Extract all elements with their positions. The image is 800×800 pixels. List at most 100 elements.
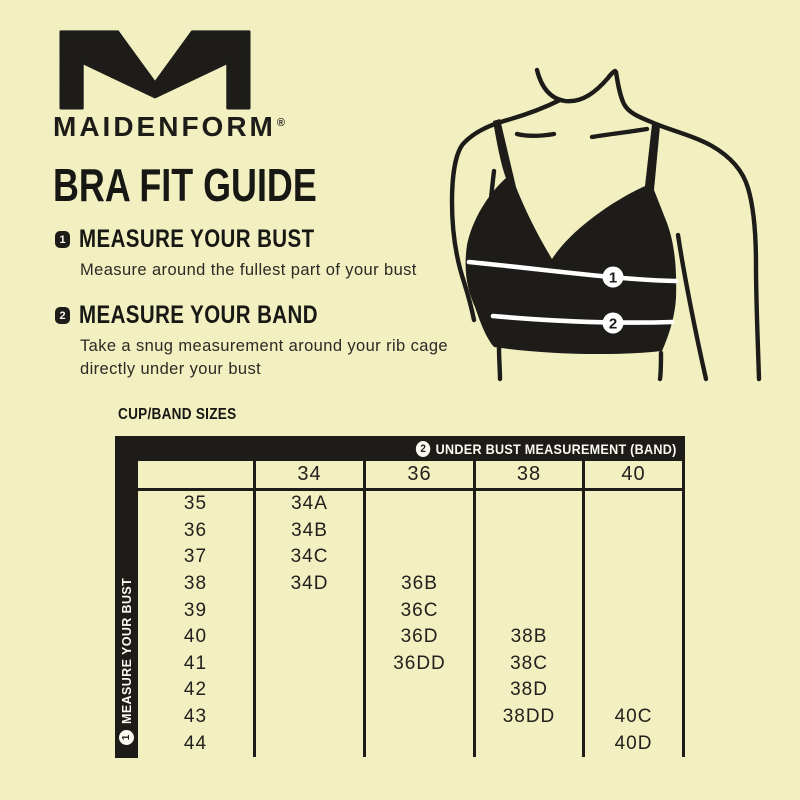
cup-size-cell: [253, 677, 363, 704]
cup-size-cell: 36DD: [363, 650, 473, 678]
cup-size-cell: [363, 677, 473, 704]
band-line-marker-number: 2: [609, 316, 617, 333]
brand-wordmark: MAIDENFORM®: [53, 111, 285, 143]
band-size-header-row: 34 36 38 40: [138, 461, 685, 491]
cup-size-cell: [473, 597, 582, 624]
size-row: 43 38DD 40C: [138, 703, 685, 731]
size-row: 37 34C: [138, 544, 685, 571]
band-size-column-header: 38: [473, 461, 582, 488]
left-shoulder-arm-outline: [449, 97, 563, 323]
cup-size-cell: 40D: [582, 730, 685, 757]
right-inner-arm-line: [675, 232, 709, 382]
cup-size-cell: [363, 517, 473, 545]
band-size-column-header: 36: [363, 461, 473, 488]
bust-size-cell: 44: [183, 732, 208, 754]
cup-size-cell: [582, 570, 685, 598]
page-title: BRA FIT GUIDE: [53, 159, 317, 211]
cup-size-cell: 38C: [473, 650, 582, 678]
cup-size-cell: [582, 677, 685, 704]
band-measure-line: [490, 313, 675, 325]
cup-size-cell: 34D: [253, 570, 363, 598]
left-collarbone-line: [514, 131, 557, 139]
registered-trademark-symbol: ®: [276, 116, 285, 129]
step-2-description: Take a snug measurement around your rib …: [80, 337, 448, 378]
size-row: 40 36D 38B: [138, 623, 685, 651]
size-chart-grid: 34 36 38 40 35 34A 36 34B 37 34C 38: [138, 461, 685, 757]
step-1-description: Measure around the fullest part of your …: [80, 261, 417, 279]
band-line-marker-circle: [602, 312, 624, 334]
band-axis-header-bar: 2 UNDER BUST MEASUREMENT (BAND): [115, 436, 685, 461]
cup-size-cell: [582, 491, 685, 518]
cup-size-cell: [253, 597, 363, 624]
cup-size-cell: [253, 623, 363, 651]
bust-size-cell: 36: [183, 519, 208, 541]
step-1-heading: MEASURE YOUR BUST: [79, 225, 315, 253]
bust-size-cell: 40: [183, 626, 208, 648]
cup-size-cell: [582, 650, 685, 678]
right-shoulder-arm-outline: [613, 69, 762, 382]
cup-size-cell: [363, 730, 473, 757]
cup-size-cell: 38B: [473, 623, 582, 651]
cup-size-cell: 34A: [253, 491, 363, 518]
bra-silhouette: [465, 119, 677, 355]
cup-size-cell: 36B: [363, 570, 473, 598]
cup-size-cell: [253, 703, 363, 731]
cup-size-cell: [582, 623, 685, 651]
bust-line-marker-circle: [602, 266, 624, 288]
right-collarbone-line: [589, 126, 650, 140]
bust-size-cell: 41: [183, 652, 208, 674]
cup-size-cell: [582, 597, 685, 624]
bust-measure-line: [466, 259, 679, 284]
torso-bra-illustration: 1 2: [449, 67, 762, 382]
step-2-heading: MEASURE YOUR BAND: [79, 301, 318, 329]
size-row: 39 36C: [138, 597, 685, 624]
cup-size-cell: 34C: [253, 544, 363, 571]
bust-size-cell: 42: [183, 679, 208, 701]
size-row: 44 40D: [138, 730, 685, 757]
band-axis-label: UNDER BUST MEASUREMENT (BAND): [435, 440, 677, 457]
cup-size-cell: [363, 491, 473, 518]
cup-size-cell: 36D: [363, 623, 473, 651]
step-1-badge: 1: [55, 231, 70, 248]
cup-size-cell: [473, 570, 582, 598]
cup-size-cell: [582, 544, 685, 571]
size-row: 42 38D: [138, 677, 685, 704]
cup-size-cell: 38D: [473, 677, 582, 704]
bust-axis-marker: 1: [119, 730, 134, 745]
size-row: 41 36DD 38C: [138, 650, 685, 678]
cup-size-cell: [473, 730, 582, 757]
cup-size-cell: [253, 650, 363, 678]
bust-axis-header-bar: 1 MEASURE YOUR BUST: [115, 436, 138, 758]
corner-cell: [138, 461, 253, 488]
size-row: 38 34D 36B: [138, 570, 685, 598]
step-measure-bust: 1 MEASURE YOUR BUST Measure around the f…: [55, 226, 480, 282]
left-torso-line: [496, 344, 503, 382]
cup-size-cell: 38DD: [473, 703, 582, 731]
brand-name: MAIDENFORM: [53, 111, 276, 142]
bust-line-marker-number: 1: [609, 270, 617, 287]
cup-size-cell: 34B: [253, 517, 363, 545]
cup-size-cell: [363, 544, 473, 571]
step-2-badge: 2: [55, 307, 70, 324]
bust-size-cell: 39: [183, 599, 208, 621]
band-size-column-header: 34: [253, 461, 363, 488]
cup-size-cell: [253, 730, 363, 757]
right-torso-line: [657, 350, 664, 382]
band-size-column-header: 40: [582, 461, 685, 488]
cup-size-cell: [582, 517, 685, 545]
cup-size-cell: 36C: [363, 597, 473, 624]
bust-size-cell: 38: [183, 573, 208, 595]
bust-size-cell: 37: [183, 546, 208, 568]
size-chart-caption: CUP/BAND SIZES: [118, 406, 237, 423]
cup-size-cell: [363, 703, 473, 731]
size-row: 35 34A: [138, 491, 685, 518]
cup-size-cell: [473, 544, 582, 571]
step-measure-band: 2 MEASURE YOUR BAND Take a snug measurem…: [55, 302, 480, 380]
cup-size-cell: [473, 491, 582, 518]
cup-size-cell: 40C: [582, 703, 685, 731]
neck-outline: [534, 67, 618, 104]
cup-size-cell: [473, 517, 582, 545]
maidenform-m-logo-icon: [59, 30, 251, 110]
size-row: 36 34B: [138, 517, 685, 545]
